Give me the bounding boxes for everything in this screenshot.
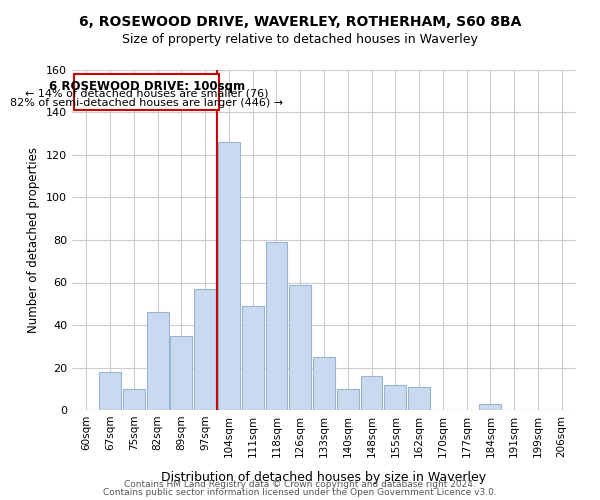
Bar [361,376,382,410]
Bar [99,372,121,410]
Text: 6, ROSEWOOD DRIVE, WAVERLEY, ROTHERHAM, S60 8BA: 6, ROSEWOOD DRIVE, WAVERLEY, ROTHERHAM, … [79,15,521,29]
Bar [337,389,359,410]
Text: 82% of semi-detached houses are larger (446) →: 82% of semi-detached houses are larger (… [10,98,283,108]
Bar [218,142,240,410]
Text: Contains HM Land Registry data © Crown copyright and database right 2024.: Contains HM Land Registry data © Crown c… [124,480,476,489]
Bar [385,384,406,410]
Text: Size of property relative to detached houses in Waverley: Size of property relative to detached ho… [122,32,478,46]
Text: ← 14% of detached houses are smaller (76): ← 14% of detached houses are smaller (76… [25,88,269,99]
Bar [194,289,216,410]
Bar [170,336,192,410]
Bar [146,312,169,410]
Bar [408,386,430,410]
Bar [266,242,287,410]
Text: 6 ROSEWOOD DRIVE: 100sqm: 6 ROSEWOOD DRIVE: 100sqm [49,80,245,92]
Bar [74,74,220,110]
Bar [289,284,311,410]
Bar [313,357,335,410]
X-axis label: Distribution of detached houses by size in Waverley: Distribution of detached houses by size … [161,471,487,484]
Bar [242,306,263,410]
Bar [123,389,145,410]
Bar [479,404,502,410]
Text: Contains public sector information licensed under the Open Government Licence v3: Contains public sector information licen… [103,488,497,497]
Y-axis label: Number of detached properties: Number of detached properties [28,147,40,333]
